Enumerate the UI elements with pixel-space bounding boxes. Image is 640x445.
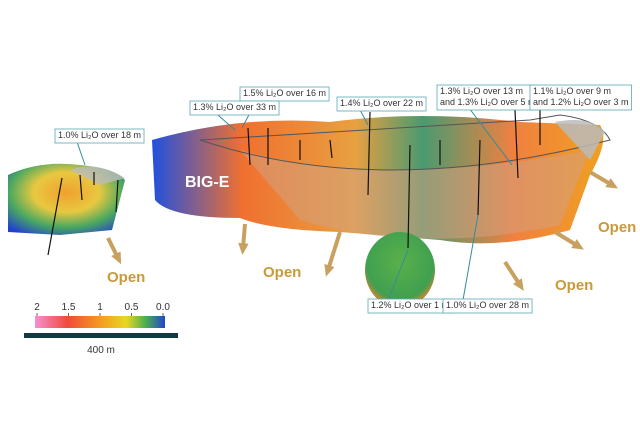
callout-box <box>54 128 145 144</box>
callout: 1.4% Li₂O over 22 m <box>336 96 427 126</box>
leader-line <box>462 214 479 301</box>
open-label: Open <box>555 277 593 294</box>
scale-bar-label: 400 m <box>87 345 115 356</box>
big-e-model <box>152 109 611 308</box>
callout-box <box>239 86 330 102</box>
callout-box <box>442 298 533 314</box>
open-label: Open <box>263 264 301 281</box>
callout-text: 1.4% Li₂O over 22 m <box>340 98 423 108</box>
color-scale-label: 1.5 <box>62 302 76 313</box>
callout-text: and 1.2% Li₂O over 3 m <box>533 97 629 107</box>
callout-box <box>529 84 632 111</box>
open-arrowhead <box>513 278 524 291</box>
callout-text: 1.3% Li₂O over 13 m <box>440 86 523 96</box>
open-arrow <box>326 231 342 271</box>
open-label: Open <box>598 219 636 236</box>
callout-text: 1.2% Li₂O over 1 m <box>371 300 449 310</box>
open-label: Open <box>107 269 145 286</box>
callout-text: and 1.3% Li₂O over 5 m <box>440 97 536 107</box>
west-model <box>8 163 125 256</box>
callout-text: 1.1% Li₂O over 9 m <box>533 86 611 96</box>
callout-text: 1.0% Li₂O over 28 m <box>446 300 529 310</box>
open-arrowhead <box>111 251 122 265</box>
leader-line <box>387 249 409 301</box>
color-scale-label: 0.5 <box>125 302 139 313</box>
deposit-label: BIG-E <box>185 174 230 191</box>
callout-text: 1.3% Li₂O over 33 m <box>193 102 276 112</box>
callout-box <box>336 96 427 112</box>
color-scale-label: 0.0 <box>156 302 170 313</box>
open-arrowhead <box>324 263 335 277</box>
color-scale-label: 2 <box>34 302 40 313</box>
callout: 1.3% Li₂O over 33 m <box>189 100 280 131</box>
callout-box <box>189 100 280 116</box>
callout: 1.2% Li₂O over 1 m <box>367 249 453 314</box>
open-arrowhead <box>238 242 249 255</box>
color-scale-label: 1 <box>97 302 103 313</box>
callout-box <box>436 84 539 111</box>
scale-bar <box>24 333 178 338</box>
color-scale-bar <box>35 316 165 328</box>
open-arrowhead <box>571 239 584 250</box>
callout-text: 1.5% Li₂O over 16 m <box>243 88 326 98</box>
open-arrowhead <box>605 178 619 189</box>
callout: 1.0% Li₂O over 18 m <box>54 128 145 166</box>
callout-text: 1.0% Li₂O over 18 m <box>58 130 141 140</box>
callout: 1.0% Li₂O over 28 m <box>442 214 533 314</box>
